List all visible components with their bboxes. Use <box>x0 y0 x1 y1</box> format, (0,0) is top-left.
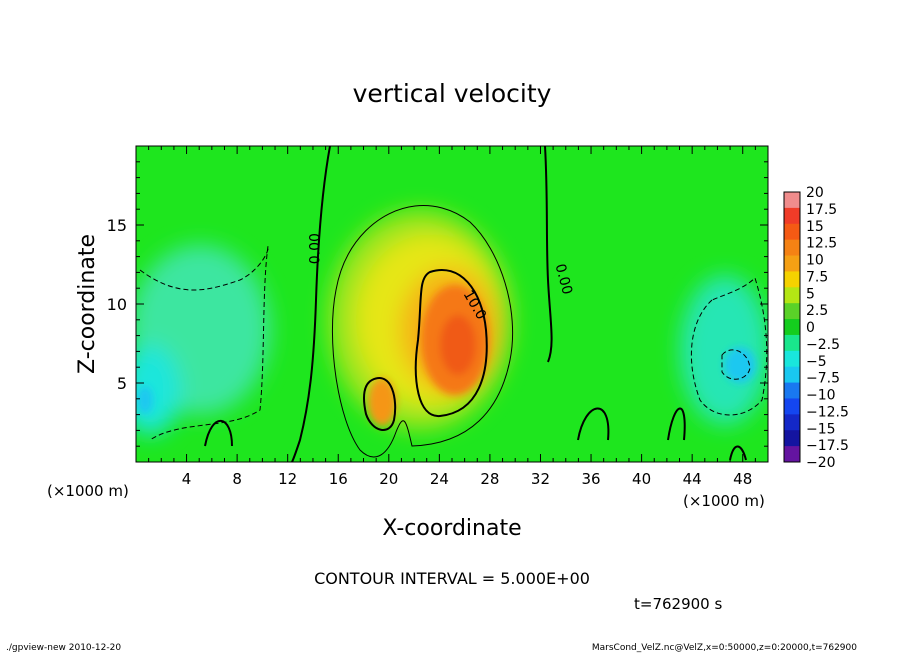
x-tick-label: 8 <box>232 470 242 488</box>
x-tick-label: 28 <box>480 470 499 488</box>
y-tick-label: 15 <box>107 216 127 235</box>
x-tick-label: 12 <box>278 470 297 488</box>
colorbar-frame <box>783 191 801 463</box>
contour-label: 0.00 <box>552 262 576 296</box>
colorbar-label: 7.5 <box>806 269 828 285</box>
footer-right: MarsCond_VelZ.nc@VelZ,x=0:50000,z=0:2000… <box>592 643 857 653</box>
colorbar-label: 10 <box>806 253 824 269</box>
colorbar-label: −12.5 <box>806 404 849 420</box>
colorbar-swatch <box>784 382 800 399</box>
colorbar-swatch <box>784 350 800 368</box>
colorbar-swatch <box>784 223 800 241</box>
y-axis-ticks: 5 10 15 <box>107 161 768 447</box>
colorbar-label: −20 <box>806 455 836 471</box>
colorbar-label: −7.5 <box>806 371 840 387</box>
colorbar-label: 5 <box>806 286 815 302</box>
colorbar-label: −2.5 <box>806 337 840 353</box>
velocity-field <box>136 146 768 462</box>
x-tick-label: 48 <box>733 470 752 488</box>
colorbar-swatch <box>784 271 800 288</box>
colorbar-swatch <box>784 192 800 209</box>
x-axis-ticks: 4 8 12 16 20 24 28 32 36 40 44 48 <box>148 146 756 488</box>
x-unit-label-left: (×1000 m) <box>47 482 129 500</box>
x-axis-label: X-coordinate <box>382 516 521 541</box>
colorbar-swatch <box>784 303 800 320</box>
colorbar-swatch <box>784 446 800 463</box>
chart-title: vertical velocity <box>353 79 552 108</box>
contour-label: 0.00 <box>307 233 323 264</box>
colorbar-swatch <box>784 239 800 257</box>
colorbar-label: 2.5 <box>806 303 828 319</box>
contour-interval-text: CONTOUR INTERVAL = 5.000E+00 <box>314 569 590 588</box>
y-tick-label: 5 <box>117 374 127 393</box>
colorbar-swatch <box>784 366 800 384</box>
colorbar-swatch <box>784 319 800 336</box>
x-unit-label-right: (×1000 m) <box>683 492 765 510</box>
colorbar-label: 0 <box>806 320 815 336</box>
colorbar-swatch <box>784 414 800 431</box>
colorbar-swatch <box>784 255 800 272</box>
colorbar-swatch <box>784 287 800 304</box>
x-tick-label: 24 <box>430 470 449 488</box>
colorbar-swatch <box>784 334 800 352</box>
x-tick-label: 32 <box>531 470 550 488</box>
y-tick-label: 10 <box>107 295 127 314</box>
x-tick-label: 44 <box>683 470 702 488</box>
y-axis-label: Z-coordinate <box>75 234 100 374</box>
footer-left: ./gpview-new 2010-12-20 <box>6 643 121 653</box>
colorbar: 2017.51512.5107.552.50−2.5−5−7.5−10−12.5… <box>783 185 849 471</box>
colorbar-label: −15 <box>806 421 836 437</box>
colorbar-swatch <box>784 430 800 447</box>
colorbar-label: 12.5 <box>806 236 837 252</box>
colorbar-label: 15 <box>806 219 824 235</box>
x-tick-label: 40 <box>632 470 651 488</box>
colorbar-label: −17.5 <box>806 438 849 454</box>
colorbar-swatch <box>784 398 800 415</box>
colorbar-label: 17.5 <box>806 202 837 218</box>
time-text: t=762900 s <box>634 595 722 613</box>
x-tick-label: 36 <box>581 470 600 488</box>
colorbar-label: 20 <box>806 185 824 201</box>
x-tick-label: 20 <box>379 470 398 488</box>
x-tick-label: 4 <box>182 470 192 488</box>
x-tick-label: 16 <box>329 470 348 488</box>
colorbar-swatch <box>784 207 800 225</box>
colorbar-label: −10 <box>806 388 836 404</box>
colorbar-label: −5 <box>806 354 827 370</box>
